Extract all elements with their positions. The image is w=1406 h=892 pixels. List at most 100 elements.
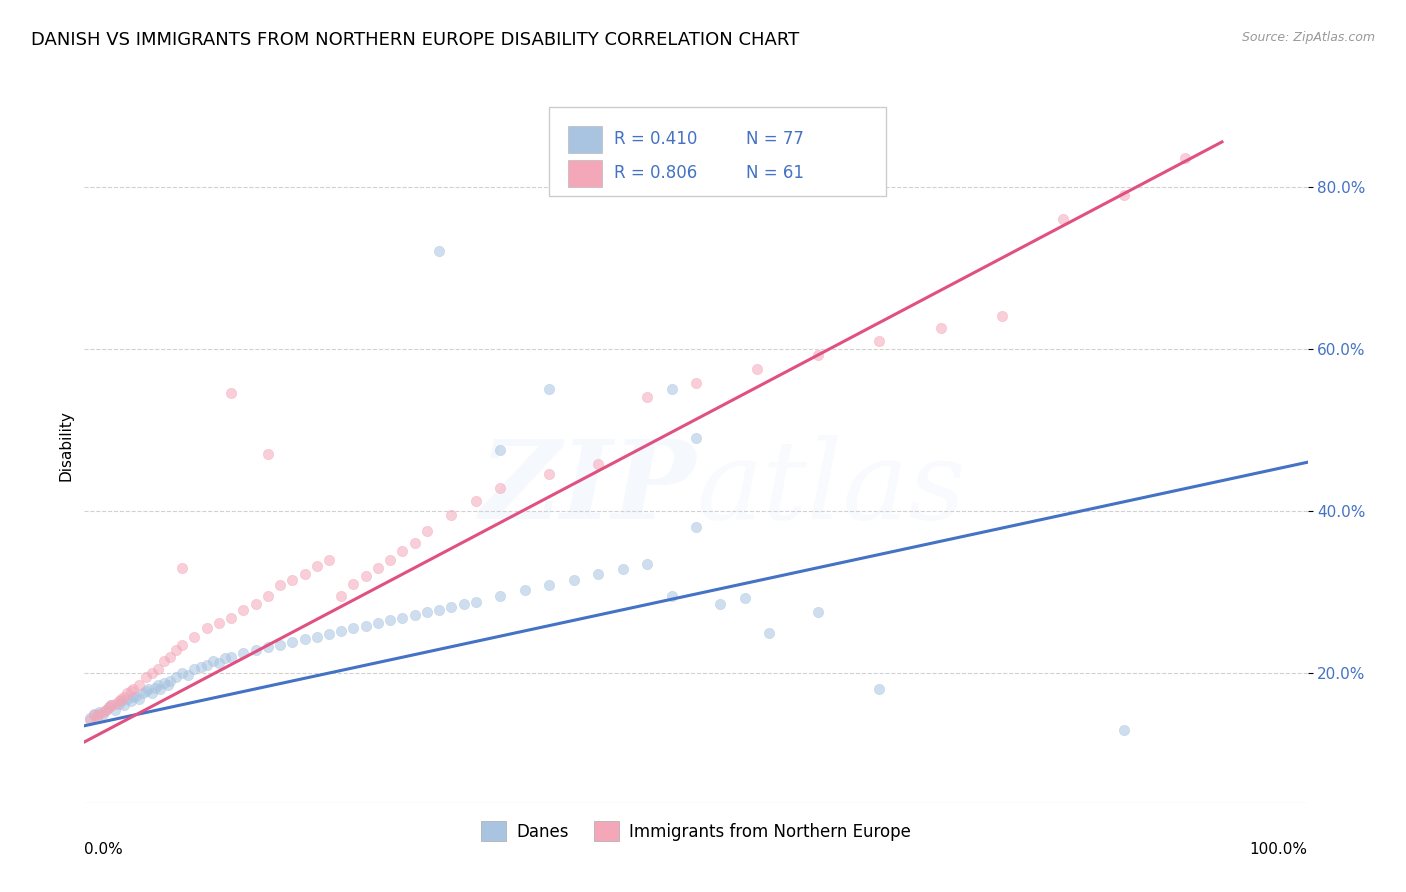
Point bbox=[330, 589, 353, 603]
Point bbox=[172, 638, 194, 652]
Point bbox=[391, 544, 413, 558]
Point bbox=[342, 577, 364, 591]
Point bbox=[159, 649, 181, 664]
Point bbox=[120, 684, 142, 698]
Point bbox=[245, 643, 267, 657]
Point bbox=[636, 557, 658, 571]
Point bbox=[208, 615, 231, 630]
FancyBboxPatch shape bbox=[568, 126, 602, 153]
Point bbox=[404, 536, 426, 550]
Point bbox=[79, 713, 101, 727]
Point bbox=[380, 552, 402, 566]
Point bbox=[1174, 151, 1197, 165]
Point bbox=[661, 589, 683, 603]
Point bbox=[404, 607, 426, 622]
Y-axis label: Disability: Disability bbox=[58, 410, 73, 482]
Point bbox=[100, 698, 122, 713]
Point bbox=[143, 681, 166, 695]
Text: N = 77: N = 77 bbox=[747, 130, 804, 148]
Point bbox=[269, 638, 291, 652]
Point bbox=[758, 625, 780, 640]
Point bbox=[141, 686, 163, 700]
Point bbox=[190, 659, 212, 673]
Point bbox=[165, 670, 187, 684]
Point bbox=[269, 578, 291, 592]
Point bbox=[257, 640, 280, 654]
Point bbox=[661, 382, 683, 396]
Point bbox=[427, 603, 450, 617]
Point bbox=[453, 597, 475, 611]
Point bbox=[112, 698, 135, 713]
Point bbox=[318, 552, 340, 566]
Point bbox=[122, 690, 145, 705]
Point bbox=[104, 697, 127, 711]
Point bbox=[232, 646, 254, 660]
Point bbox=[177, 667, 200, 681]
Point bbox=[305, 630, 328, 644]
Point bbox=[87, 705, 110, 719]
Point bbox=[183, 662, 205, 676]
Point bbox=[807, 348, 830, 362]
Point bbox=[427, 244, 450, 259]
Point bbox=[112, 690, 135, 705]
Point bbox=[97, 700, 120, 714]
Point bbox=[489, 443, 512, 458]
Text: 0.0%: 0.0% bbox=[84, 842, 124, 857]
Point bbox=[380, 613, 402, 627]
Point bbox=[685, 520, 707, 534]
Point bbox=[128, 692, 150, 706]
Point bbox=[172, 560, 194, 574]
Point bbox=[122, 682, 145, 697]
Point bbox=[612, 562, 634, 576]
Point bbox=[128, 678, 150, 692]
Point bbox=[146, 662, 169, 676]
Point bbox=[86, 708, 108, 723]
Point bbox=[562, 573, 585, 587]
Point bbox=[367, 615, 389, 630]
Text: atlas: atlas bbox=[696, 435, 966, 542]
Point bbox=[107, 694, 129, 708]
Point bbox=[991, 310, 1014, 324]
Point bbox=[96, 702, 118, 716]
Point bbox=[245, 597, 267, 611]
Point bbox=[342, 622, 364, 636]
Point bbox=[104, 702, 127, 716]
Point bbox=[91, 705, 114, 719]
Point bbox=[257, 589, 280, 603]
Point bbox=[464, 494, 486, 508]
Point bbox=[153, 675, 176, 690]
Point bbox=[97, 700, 120, 714]
Point bbox=[107, 697, 129, 711]
Point bbox=[172, 666, 194, 681]
Point bbox=[91, 706, 114, 721]
Point bbox=[354, 619, 377, 633]
Point bbox=[110, 694, 132, 708]
Point bbox=[135, 670, 157, 684]
Point bbox=[586, 567, 609, 582]
Point bbox=[807, 605, 830, 619]
Point bbox=[135, 684, 157, 698]
Point bbox=[489, 589, 512, 603]
Text: N = 61: N = 61 bbox=[747, 164, 804, 182]
FancyBboxPatch shape bbox=[550, 107, 886, 196]
Legend: Danes, Immigrants from Northern Europe: Danes, Immigrants from Northern Europe bbox=[475, 814, 917, 848]
Point bbox=[83, 706, 105, 721]
Point bbox=[219, 649, 242, 664]
Point bbox=[538, 467, 561, 482]
Point bbox=[1114, 187, 1136, 202]
Point bbox=[214, 651, 236, 665]
Point bbox=[183, 630, 205, 644]
Text: R = 0.410: R = 0.410 bbox=[614, 130, 697, 148]
Point bbox=[354, 568, 377, 582]
Point bbox=[115, 686, 138, 700]
Point bbox=[416, 605, 439, 619]
Point bbox=[100, 698, 122, 713]
Point bbox=[83, 708, 105, 723]
Point bbox=[513, 583, 536, 598]
Text: ZIP: ZIP bbox=[479, 435, 696, 542]
Point bbox=[586, 457, 609, 471]
Text: 100.0%: 100.0% bbox=[1250, 842, 1308, 857]
Point bbox=[1114, 723, 1136, 737]
Point bbox=[869, 334, 891, 348]
Text: DANISH VS IMMIGRANTS FROM NORTHERN EUROPE DISABILITY CORRELATION CHART: DANISH VS IMMIGRANTS FROM NORTHERN EUROP… bbox=[31, 31, 799, 49]
